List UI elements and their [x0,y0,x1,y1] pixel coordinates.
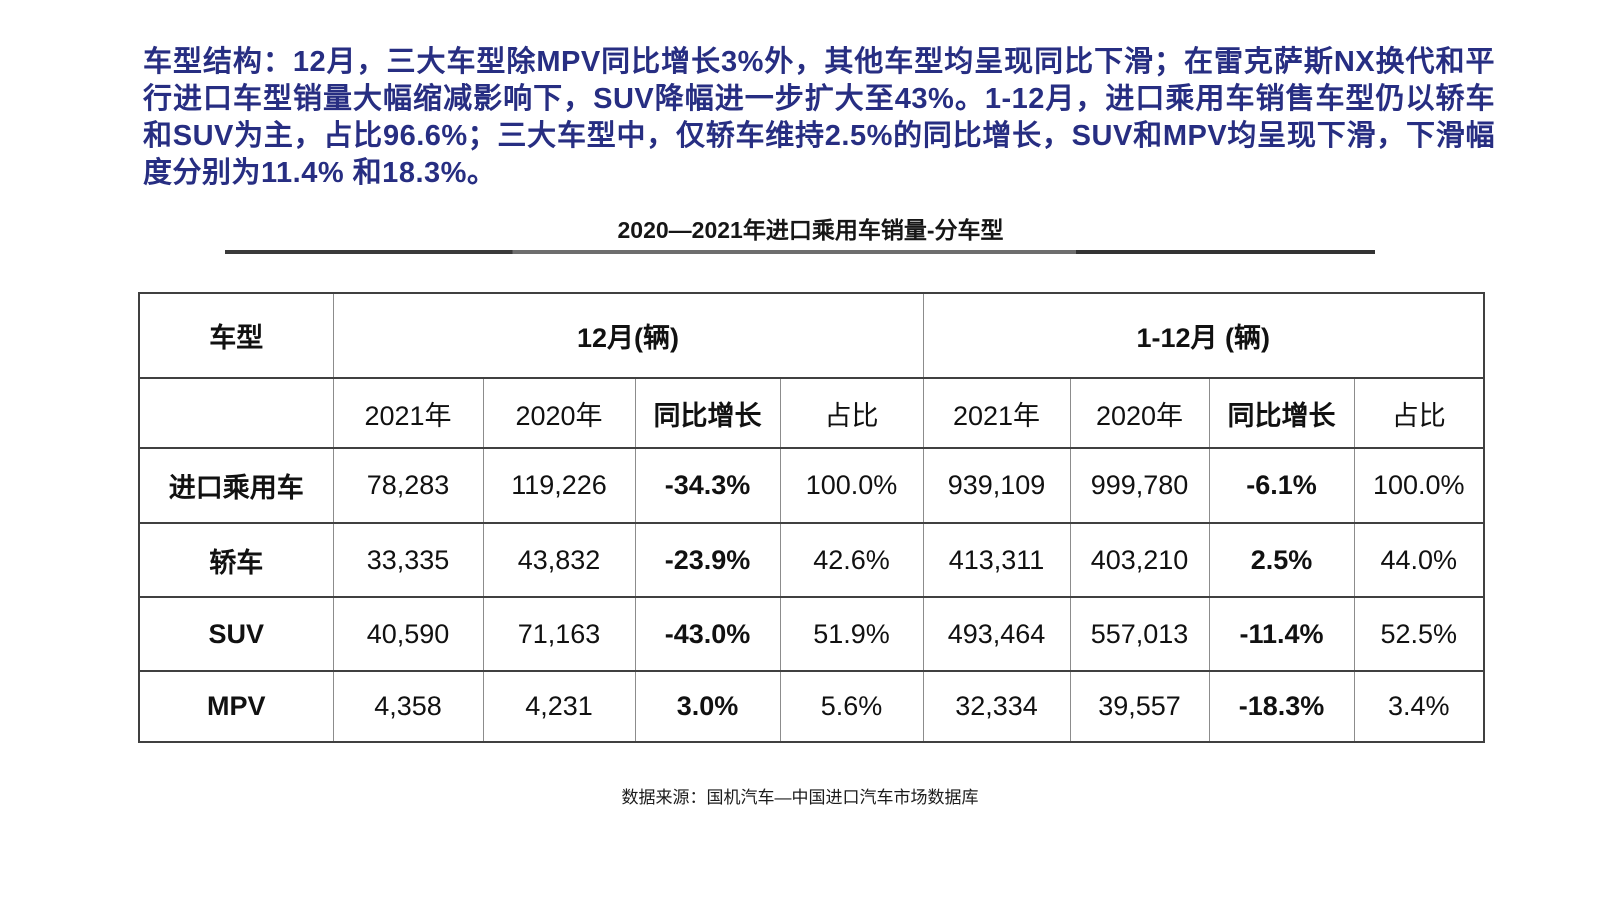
cell-ytd-2020: 999,780 [1069,447,1210,524]
table-title: 2020—2021年进口乘用车销量-分车型 [617,217,1004,243]
cell-dec-2020: 43,832 [482,522,636,598]
cell-ytd-yoy: -18.3% [1208,670,1355,743]
corner-header-cell: 车型 [138,292,334,379]
cell-dec-share: 100.0% [779,447,924,524]
cell-ytd-2021: 939,109 [922,447,1071,524]
row-label: SUV [138,596,334,672]
cell-ytd-2021: 413,311 [922,522,1071,598]
sub-header-ytd-share: 占比 [1353,377,1485,449]
table-row-sedan: 轿车 33,335 43,832 -23.9% 42.6% 413,311 40… [138,522,1485,598]
empty-cell [138,377,334,449]
vehicle-sales-table: 车型 12月(辆) 1-12月 (辆) 2021年 2020年 同比增长 占比 … [138,292,1486,743]
cell-ytd-2020: 557,013 [1069,596,1210,672]
group-header-ytd: 1-12月 (辆) [922,292,1485,379]
cell-dec-yoy: 3.0% [634,670,781,743]
cell-dec-2020: 71,163 [482,596,636,672]
cell-dec-2020: 4,231 [482,670,636,743]
cell-ytd-2020: 403,210 [1069,522,1210,598]
sub-header-ytd-yoy: 同比增长 [1208,377,1355,449]
table-row-suv: SUV 40,590 71,163 -43.0% 51.9% 493,464 5… [138,596,1485,672]
cell-dec-2021: 33,335 [332,522,484,598]
table-row-sub-header: 2021年 2020年 同比增长 占比 2021年 2020年 同比增长 占比 [138,377,1485,449]
cell-dec-share: 5.6% [779,670,924,743]
cell-ytd-2020: 39,557 [1069,670,1210,743]
title-underline-rule [225,250,1375,254]
table-row-group-header: 车型 12月(辆) 1-12月 (辆) [138,292,1485,379]
sub-header-dec-2021: 2021年 [332,377,484,449]
sub-header-dec-share: 占比 [779,377,924,449]
cell-ytd-share: 3.4% [1353,670,1485,743]
table-row-imported-pv: 进口乘用车 78,283 119,226 -34.3% 100.0% 939,1… [138,447,1485,524]
table-row-mpv: MPV 4,358 4,231 3.0% 5.6% 32,334 39,557 … [138,670,1485,743]
sub-header-ytd-2021: 2021年 [922,377,1071,449]
row-label: MPV [138,670,334,743]
row-label: 进口乘用车 [138,447,334,524]
sub-header-dec-yoy: 同比增长 [634,377,781,449]
group-header-december: 12月(辆) [332,292,924,379]
cell-ytd-share: 44.0% [1353,522,1485,598]
cell-dec-yoy: -23.9% [634,522,781,598]
cell-dec-2021: 78,283 [332,447,484,524]
sub-header-ytd-2020: 2020年 [1069,377,1210,449]
cell-ytd-yoy: -11.4% [1208,596,1355,672]
cell-dec-share: 51.9% [779,596,924,672]
cell-ytd-share: 52.5% [1353,596,1485,672]
cell-ytd-2021: 32,334 [922,670,1071,743]
cell-dec-2021: 4,358 [332,670,484,743]
cell-dec-share: 42.6% [779,522,924,598]
cell-ytd-share: 100.0% [1353,447,1485,524]
data-source-note: 数据来源：国机汽车—中国进口汽车市场数据库 [621,788,979,807]
sub-header-dec-2020: 2020年 [482,377,636,449]
cell-ytd-2021: 493,464 [922,596,1071,672]
cell-ytd-yoy: 2.5% [1208,522,1355,598]
cell-dec-yoy: -43.0% [634,596,781,672]
row-label: 轿车 [138,522,334,598]
cell-dec-yoy: -34.3% [634,447,781,524]
cell-dec-2021: 40,590 [332,596,484,672]
cell-dec-2020: 119,226 [482,447,636,524]
cell-ytd-yoy: -6.1% [1208,447,1355,524]
headline-paragraph: 车型结构：12月，三大车型除MPV同比增长3%外，其他车型均呈现同比下滑；在雷克… [143,46,1495,189]
